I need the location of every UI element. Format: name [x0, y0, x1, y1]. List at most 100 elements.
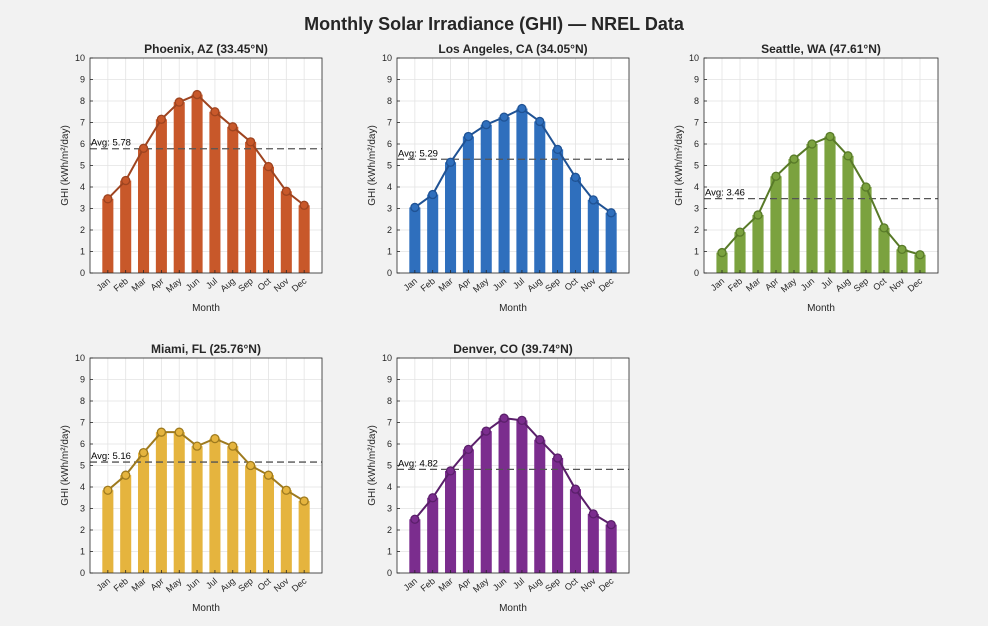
- bar: [860, 187, 872, 273]
- bar: [209, 111, 221, 273]
- y-tick-label: 1: [80, 247, 85, 257]
- y-tick-label: 1: [80, 547, 85, 557]
- series-line: [414, 417, 612, 526]
- x-tick-label: May: [779, 276, 799, 295]
- x-tick-label: Oct: [256, 276, 274, 293]
- x-tick-label: Aug: [525, 576, 544, 594]
- y-tick-label: 1: [387, 547, 392, 557]
- bar: [173, 102, 185, 273]
- y-tick-label: 5: [387, 461, 392, 471]
- x-tick-label: May: [164, 276, 184, 295]
- y-tick-label: 2: [80, 525, 85, 535]
- x-tick-label: Jul: [511, 576, 526, 591]
- y-tick-label: 10: [382, 53, 392, 63]
- bar: [298, 500, 310, 573]
- y-tick-label: 2: [80, 225, 85, 235]
- y-tick-label: 6: [694, 139, 699, 149]
- x-tick-label: Mar: [437, 576, 455, 594]
- x-tick-label: Aug: [218, 276, 237, 294]
- y-tick-label: 8: [80, 96, 85, 106]
- data-point: [915, 250, 925, 260]
- bar: [280, 191, 292, 273]
- data-point: [281, 485, 291, 495]
- bar: [262, 475, 274, 573]
- x-tick-label: Oct: [871, 276, 889, 293]
- data-point: [499, 413, 509, 423]
- data-point: [789, 154, 799, 164]
- data-point: [588, 509, 598, 519]
- x-tick-label: Mar: [130, 276, 148, 294]
- bar: [569, 489, 581, 573]
- y-tick-label: 5: [387, 161, 392, 171]
- x-tick-label: Jun: [184, 276, 202, 293]
- bar: [245, 465, 257, 573]
- data-point: [606, 208, 616, 218]
- bar: [102, 198, 114, 273]
- y-axis-label: GHI (kWh/m²/day): [367, 125, 378, 206]
- bar: [445, 162, 457, 273]
- bar: [173, 432, 185, 573]
- data-point: [174, 97, 184, 107]
- data-point: [807, 139, 817, 149]
- x-tick-label: Jun: [184, 576, 202, 593]
- bar: [155, 119, 167, 274]
- data-point: [463, 131, 474, 142]
- bar: [462, 449, 474, 573]
- bar: [842, 155, 854, 273]
- x-tick-label: Sep: [236, 276, 255, 294]
- x-tick-label: Oct: [563, 576, 581, 593]
- bar: [480, 431, 492, 573]
- x-tick-label: Feb: [112, 276, 130, 294]
- data-point: [499, 112, 509, 122]
- data-point: [843, 151, 853, 161]
- y-tick-label: 4: [387, 182, 392, 192]
- x-axis-label: Month: [499, 303, 527, 314]
- data-point: [138, 447, 149, 458]
- y-tick-label: 3: [387, 204, 392, 214]
- x-tick-label: Jan: [709, 276, 727, 293]
- data-point: [570, 484, 581, 494]
- x-tick-label: Jan: [95, 276, 113, 293]
- x-tick-label: Jul: [204, 576, 219, 591]
- x-tick-label: Apr: [763, 276, 780, 293]
- data-point: [410, 202, 420, 213]
- data-point: [735, 227, 745, 237]
- data-point: [245, 137, 256, 147]
- bar: [605, 212, 617, 273]
- data-point: [192, 441, 202, 451]
- bar: [824, 136, 836, 273]
- data-point: [463, 444, 474, 455]
- bar: [227, 126, 239, 273]
- x-tick-label: Nov: [888, 276, 907, 294]
- bar: [716, 252, 728, 273]
- y-tick-label: 0: [387, 268, 392, 278]
- data-point: [174, 427, 184, 437]
- data-point: [552, 144, 563, 155]
- x-tick-label: Mar: [130, 576, 148, 594]
- x-tick-label: Jan: [402, 276, 420, 293]
- y-tick-label: 0: [387, 568, 392, 578]
- x-tick-label: Jul: [819, 276, 834, 291]
- y-tick-label: 5: [694, 161, 699, 171]
- y-tick-label: 7: [80, 418, 85, 428]
- avg-label: Avg: 5.78: [91, 138, 131, 149]
- y-tick-label: 1: [694, 247, 699, 257]
- x-tick-label: Sep: [543, 276, 562, 294]
- bar: [806, 144, 818, 273]
- figure-title: Monthly Solar Irradiance (GHI) — NREL Da…: [304, 14, 684, 34]
- bar: [516, 420, 528, 573]
- bar: [534, 121, 546, 273]
- data-point: [299, 496, 309, 506]
- x-axis-label: Month: [192, 603, 220, 614]
- x-tick-label: May: [164, 576, 184, 595]
- data-point: [299, 200, 309, 210]
- y-axis-label: GHI (kWh/m²/day): [674, 125, 685, 206]
- data-point: [445, 157, 456, 167]
- data-point: [535, 116, 545, 127]
- y-tick-label: 7: [694, 118, 699, 128]
- y-tick-label: 6: [80, 439, 85, 449]
- x-tick-label: Apr: [149, 276, 166, 293]
- data-point: [879, 223, 889, 233]
